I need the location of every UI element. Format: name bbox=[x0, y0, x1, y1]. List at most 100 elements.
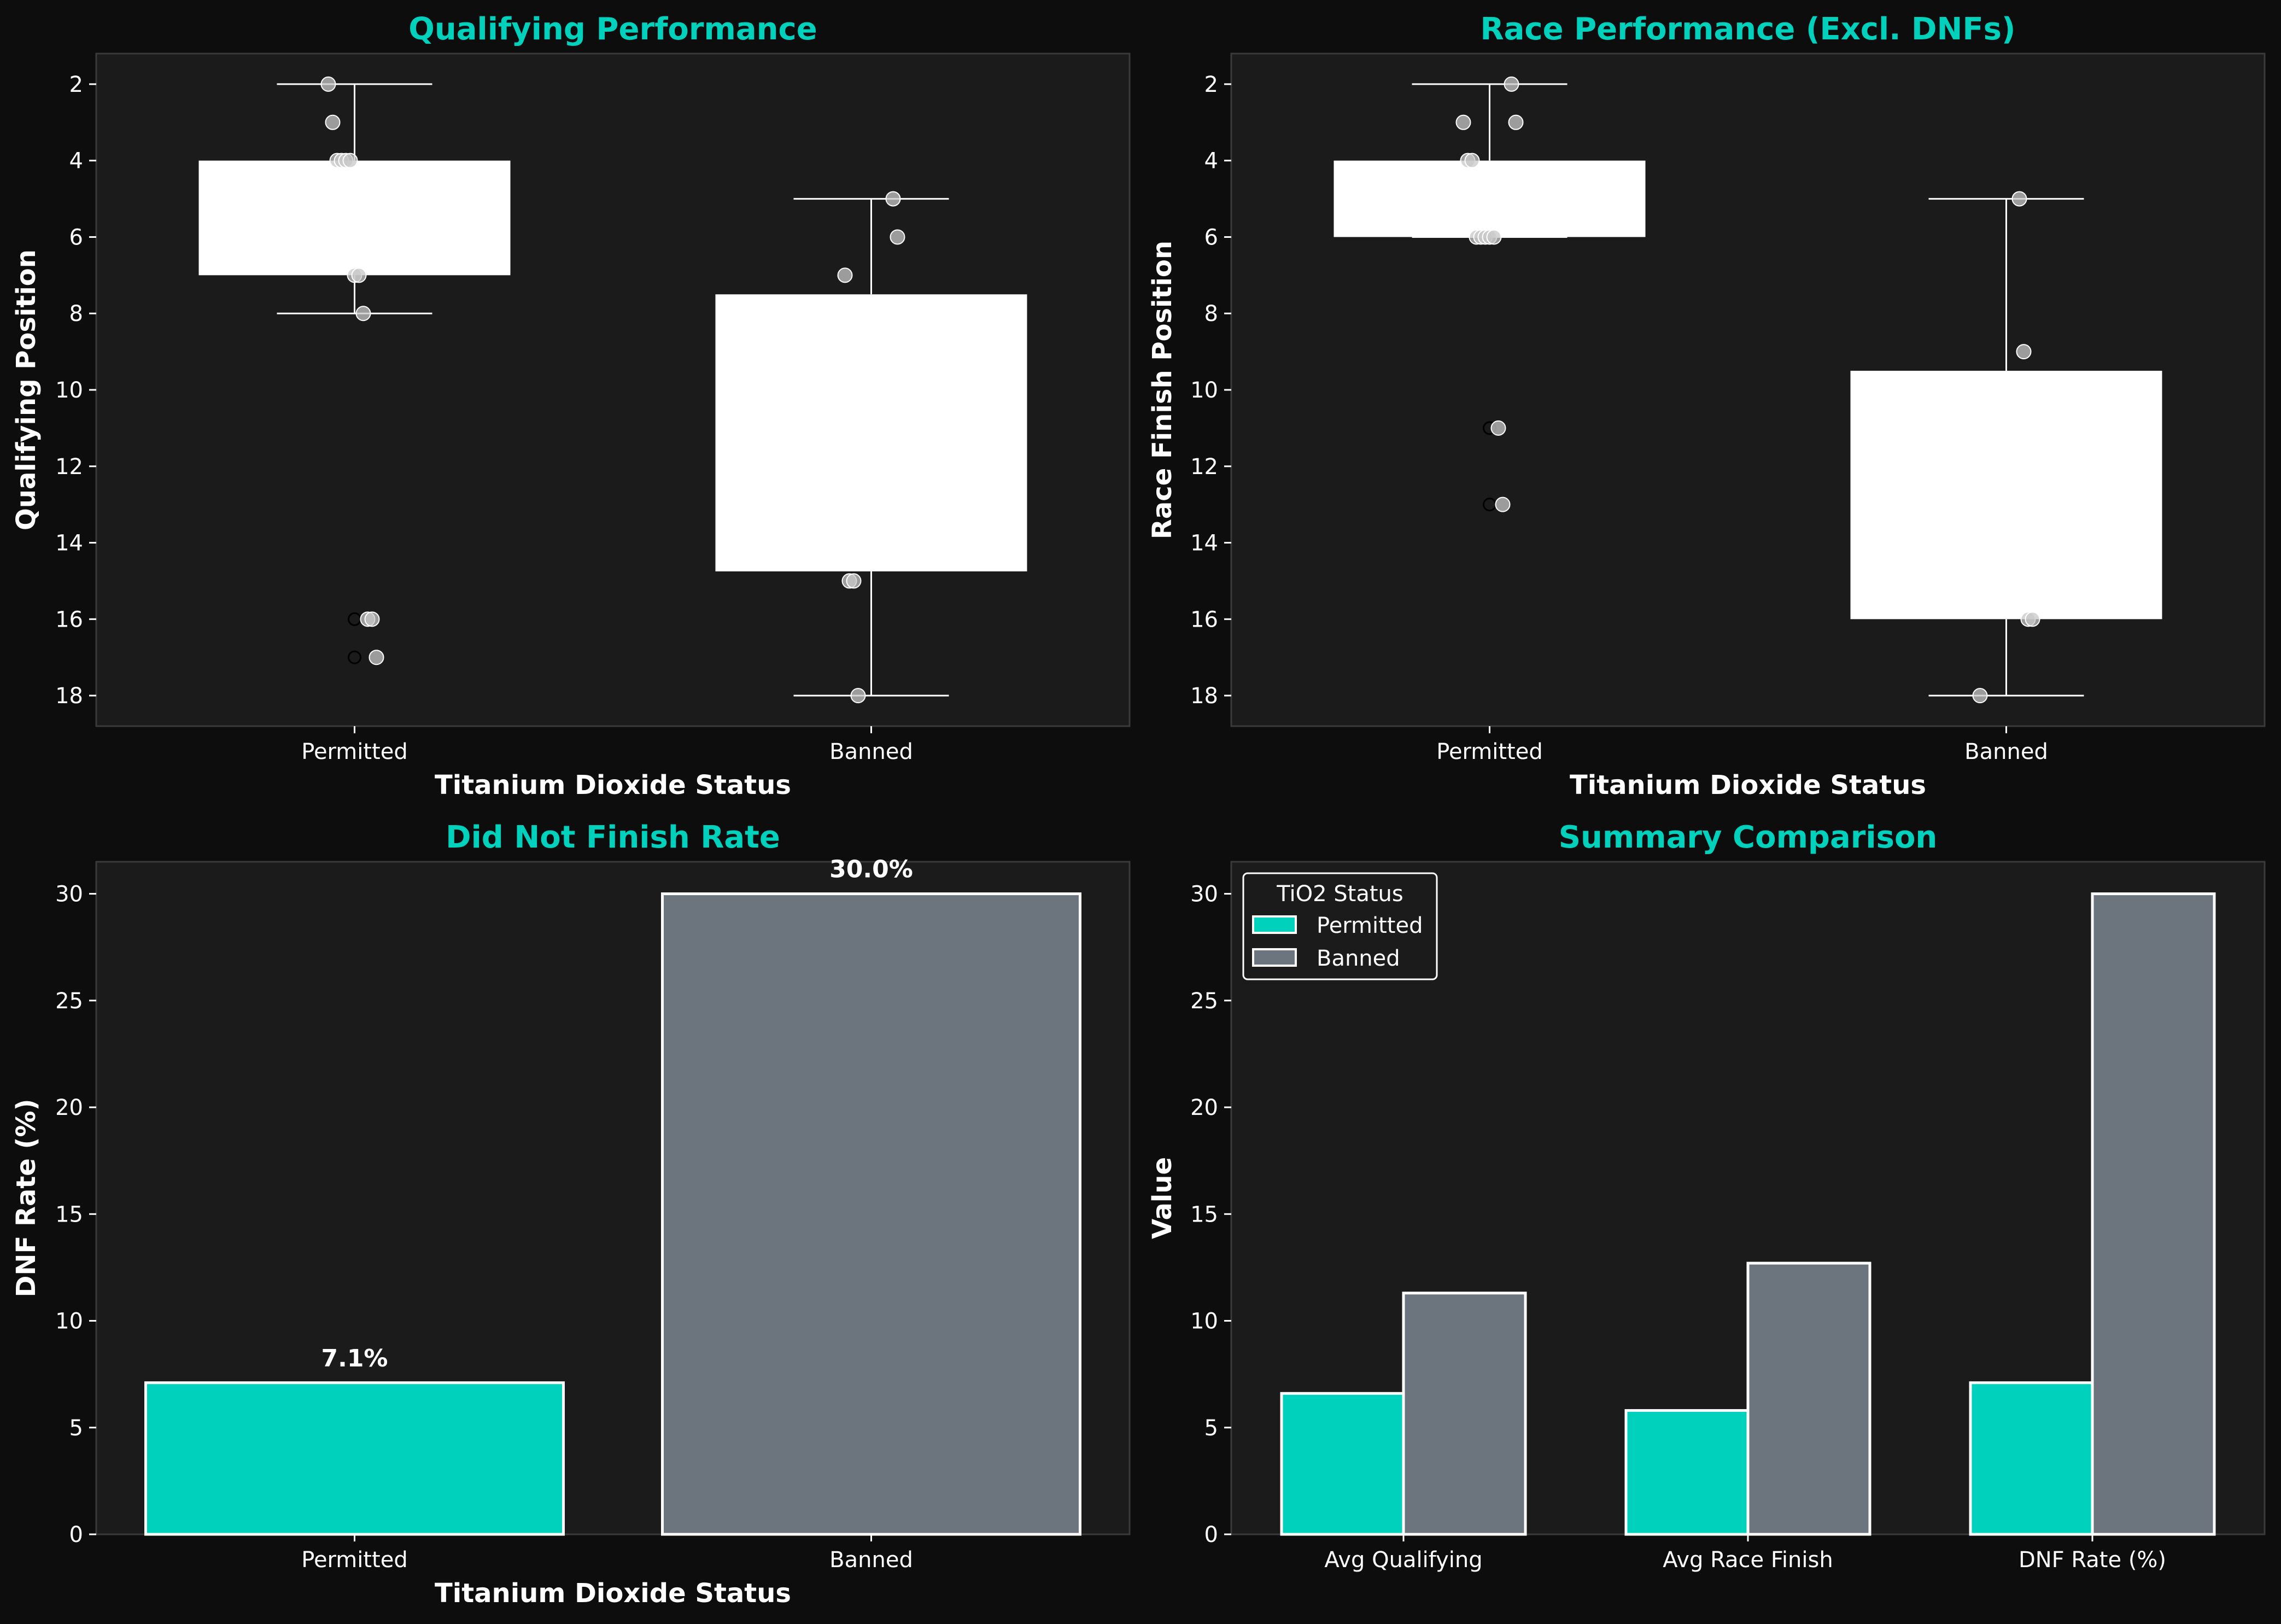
x-tick-label: Permitted bbox=[1436, 739, 1543, 764]
bar-permitted bbox=[1624, 1409, 1750, 1536]
data-point bbox=[320, 76, 336, 92]
x-tick-label: DNF Rate (%) bbox=[2019, 1547, 2166, 1573]
dnf-y-ticks: 0 5 10 15 20 25 30 bbox=[55, 882, 96, 1547]
bar-value-label: 7.1% bbox=[321, 1345, 388, 1372]
legend-label-permitted: Permitted bbox=[1317, 913, 1423, 938]
y-tick-label: 16 bbox=[55, 607, 83, 632]
box-banned bbox=[715, 294, 1027, 571]
y-tick-label: 0 bbox=[1204, 1522, 1218, 1547]
data-point bbox=[885, 191, 901, 207]
summary-ylabel: Value bbox=[1147, 1157, 1178, 1239]
y-tick-label: 25 bbox=[55, 989, 83, 1014]
x-tick-label: Permitted bbox=[301, 739, 408, 764]
data-point bbox=[1464, 153, 1480, 168]
y-tick-label: 18 bbox=[55, 684, 83, 709]
legend-swatch-banned bbox=[1252, 948, 1297, 967]
data-point bbox=[1486, 229, 1502, 245]
box-permitted bbox=[198, 160, 511, 276]
race-title: Race Performance (Excl. DNFs) bbox=[1480, 11, 2015, 47]
legend-title: TiO2 Status bbox=[1276, 881, 1403, 907]
data-point bbox=[355, 306, 371, 322]
race-xlabel: Titanium Dioxide Status bbox=[1570, 770, 1926, 801]
dnf-x-ticks: Permitted Banned bbox=[301, 1534, 913, 1573]
dnf-bars: 7.1% 30.0% bbox=[144, 856, 1081, 1536]
data-point bbox=[1455, 114, 1471, 130]
y-tick-label: 30 bbox=[55, 882, 83, 907]
y-tick-label: 12 bbox=[1190, 454, 1218, 480]
dnf-xlabel: Titanium Dioxide Status bbox=[435, 1578, 791, 1609]
dnf-title: Did Not Finish Rate bbox=[446, 820, 780, 855]
bar-banned bbox=[661, 892, 1081, 1536]
y-tick-label: 12 bbox=[55, 454, 83, 480]
box-permitted bbox=[1333, 160, 1646, 237]
y-tick-label: 8 bbox=[69, 301, 83, 326]
x-tick-label: Avg Race Finish bbox=[1663, 1547, 1833, 1573]
x-tick-label: Banned bbox=[829, 739, 913, 764]
dnf-panel: Did Not Finish Rate Titanium Dioxide Sta… bbox=[11, 820, 1131, 1609]
data-point bbox=[1490, 420, 1506, 436]
y-tick-label: 20 bbox=[1190, 1095, 1218, 1120]
y-tick-label: 20 bbox=[55, 1095, 83, 1120]
box-banned bbox=[1850, 371, 2162, 620]
data-point bbox=[1504, 76, 1519, 92]
y-tick-label: 5 bbox=[69, 1416, 83, 1441]
y-tick-label: 25 bbox=[1190, 989, 1218, 1014]
bar-permitted bbox=[144, 1381, 565, 1536]
summary-bars bbox=[1280, 892, 2216, 1536]
qualifying-y-ticks: 2 4 6 8 10 12 14 16 18 bbox=[55, 72, 96, 709]
data-point bbox=[890, 229, 905, 245]
y-tick-label: 10 bbox=[55, 378, 83, 403]
y-tick-label: 4 bbox=[1204, 149, 1218, 174]
y-tick-label: 0 bbox=[69, 1522, 83, 1547]
data-point bbox=[850, 688, 866, 704]
data-point bbox=[2011, 191, 2027, 207]
data-point bbox=[2016, 344, 2032, 360]
data-point bbox=[342, 153, 358, 168]
x-tick-label: Avg Qualifying bbox=[1324, 1547, 1482, 1573]
y-tick-label: 2 bbox=[1204, 72, 1218, 97]
data-point bbox=[369, 650, 384, 665]
dnf-ylabel: DNF Rate (%) bbox=[11, 1099, 42, 1297]
summary-legend: TiO2 Status Permitted Banned bbox=[1242, 872, 1438, 980]
data-point bbox=[2025, 611, 2040, 627]
qualifying-xlabel: Titanium Dioxide Status bbox=[435, 770, 791, 801]
data-point bbox=[1972, 688, 1988, 704]
y-tick-label: 10 bbox=[1190, 378, 1218, 403]
x-tick-label: Banned bbox=[829, 1547, 913, 1573]
data-point bbox=[846, 573, 862, 589]
race-panel: Race Performance (Excl. DNFs) Titanium D… bbox=[1147, 11, 2266, 801]
race-x-ticks: Permitted Banned bbox=[1436, 726, 2048, 764]
race-y-ticks: 2 4 6 8 10 12 14 16 18 bbox=[1190, 72, 1231, 709]
summary-panel: Summary Comparison Value 0 5 10 15 20 25 30 Av… bbox=[1147, 820, 2266, 1573]
y-tick-label: 30 bbox=[1190, 882, 1218, 907]
y-tick-label: 16 bbox=[1190, 607, 1218, 632]
y-tick-label: 8 bbox=[1204, 301, 1218, 326]
data-point bbox=[351, 267, 367, 283]
qualifying-boxes bbox=[198, 76, 1027, 704]
summary-title: Summary Comparison bbox=[1559, 820, 1938, 855]
y-tick-label: 5 bbox=[1204, 1416, 1218, 1441]
data-point bbox=[364, 611, 380, 627]
race-boxes bbox=[1333, 76, 2162, 704]
y-tick-label: 14 bbox=[55, 531, 83, 556]
qualifying-title: Qualifying Performance bbox=[408, 11, 817, 47]
data-point bbox=[325, 114, 341, 130]
qualifying-panel: Qualifying Performance Titanium Dioxide … bbox=[11, 11, 1131, 801]
legend-swatch-permitted bbox=[1252, 915, 1297, 934]
outlier-marker bbox=[348, 650, 361, 664]
legend-label-banned: Banned bbox=[1317, 946, 1400, 971]
race-ylabel: Race Finish Position bbox=[1147, 241, 1178, 539]
bar-banned bbox=[2091, 892, 2216, 1536]
y-tick-label: 2 bbox=[69, 72, 83, 97]
data-point bbox=[1495, 496, 1511, 512]
data-point bbox=[1508, 114, 1524, 130]
summary-y-ticks: 0 5 10 15 20 25 30 bbox=[1190, 882, 1231, 1547]
y-tick-label: 4 bbox=[69, 149, 83, 174]
bar-permitted bbox=[1280, 1392, 1405, 1536]
y-tick-label: 18 bbox=[1190, 684, 1218, 709]
y-tick-label: 6 bbox=[1204, 225, 1218, 250]
qualifying-x-ticks: Permitted Banned bbox=[301, 726, 913, 764]
bar-banned bbox=[1402, 1292, 1527, 1536]
bar-permitted bbox=[1969, 1381, 2094, 1536]
